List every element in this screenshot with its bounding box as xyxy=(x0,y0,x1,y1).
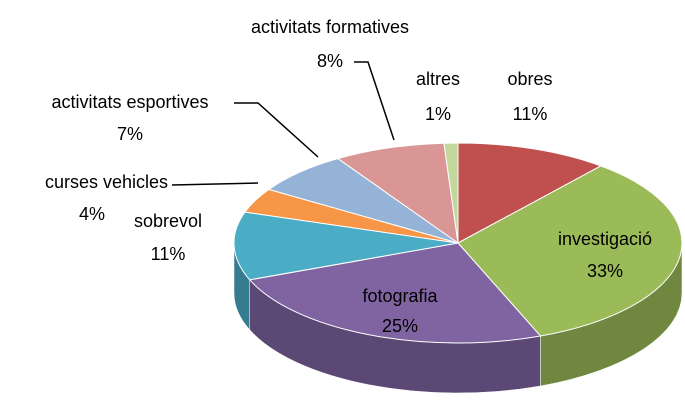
slice-value-label: 11% xyxy=(513,104,548,124)
slice xyxy=(336,142,459,245)
slice-label: obres xyxy=(507,69,552,89)
slice-value-label: 7% xyxy=(117,124,143,144)
slice-value-label: 8% xyxy=(317,51,343,71)
slice-label: investigació xyxy=(558,229,652,249)
slice-label: altres xyxy=(416,69,460,89)
slice-label: fotografia xyxy=(362,286,438,306)
slice xyxy=(248,242,542,344)
slice xyxy=(233,211,459,281)
slice-label: activitats formatives xyxy=(251,17,409,37)
slice-label: sobrevol xyxy=(134,211,202,231)
slice xyxy=(457,165,683,337)
slice xyxy=(457,142,602,244)
leader-line xyxy=(234,102,319,158)
slice-value-label: 4% xyxy=(79,204,105,224)
slice-value-label: 1% xyxy=(425,104,451,124)
slice-value-label: 33% xyxy=(587,261,623,281)
slice-label: curses vehicles xyxy=(45,172,168,192)
leader-line xyxy=(171,182,259,186)
slice-value-label: 11% xyxy=(151,244,186,264)
slice xyxy=(443,142,459,244)
slice-label: activitats esportives xyxy=(51,92,208,112)
leader-line xyxy=(354,61,395,141)
slice-value-label: 25% xyxy=(382,316,418,336)
